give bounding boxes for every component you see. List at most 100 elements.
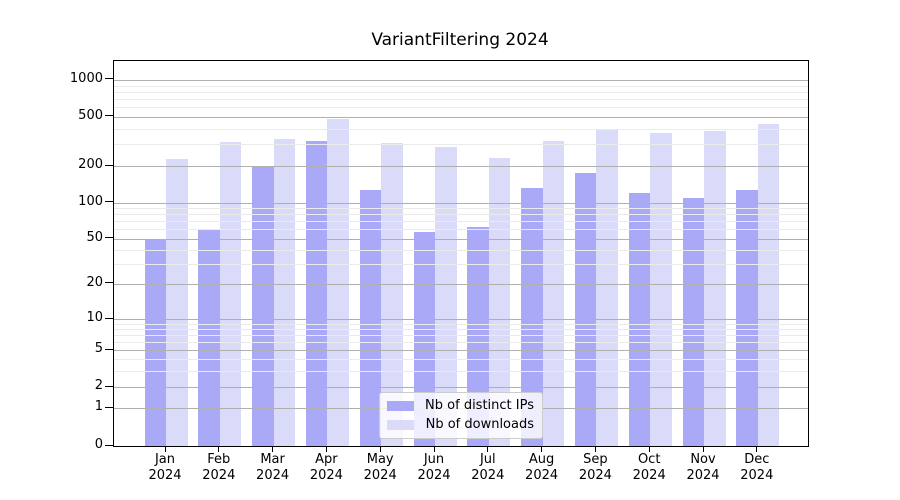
y-tick-mark-20 <box>105 282 113 284</box>
y-tick-mark-0 <box>105 444 113 446</box>
legend-swatch-downloads <box>387 420 414 430</box>
minor-gridline-7 <box>114 335 808 337</box>
x-tick-label-jun: Jun 2024 <box>417 452 451 483</box>
x-tick-label-apr: Apr 2024 <box>309 452 343 483</box>
minor-gridline-8 <box>114 329 808 331</box>
bar-downloads-aug <box>542 141 565 446</box>
x-tick-mark-mar <box>272 446 274 452</box>
y-tick-mark-5 <box>105 348 113 350</box>
y-tick-label-5: 5 <box>94 341 103 357</box>
x-tick-mark-jul <box>487 446 489 452</box>
legend-label-downloads: Nb of downloads <box>425 417 534 432</box>
y-tick-label-500: 500 <box>78 107 103 123</box>
minor-gridline-30 <box>114 264 808 265</box>
bar-distinct-ips-aug <box>521 188 543 446</box>
minor-gridline-800 <box>114 91 808 93</box>
y-tick-label-1: 1 <box>94 399 103 415</box>
x-tick-mark-apr <box>325 446 327 452</box>
major-gridline-2 <box>114 387 808 389</box>
x-tick-label-feb: Feb 2024 <box>202 452 236 483</box>
y-tick-label-2: 2 <box>94 378 103 394</box>
y-tick-mark-1000 <box>105 78 113 80</box>
bar-downloads-jan <box>166 159 188 446</box>
major-gridline-5 <box>114 350 808 352</box>
minor-gridline-9 <box>114 324 808 325</box>
minor-gridline-90 <box>114 208 808 210</box>
y-tick-mark-500 <box>105 115 113 117</box>
major-gridline-100 <box>114 202 808 204</box>
plot-area: Nb of distinct IPs Nb of downloads <box>113 60 809 447</box>
x-tick-label-jan: Jan 2024 <box>148 452 182 483</box>
y-tick-label-100: 100 <box>78 193 103 209</box>
legend-label-distinct-ips: Nb of distinct IPs <box>425 398 534 413</box>
y-tick-label-1000: 1000 <box>69 70 103 86</box>
x-tick-label-oct: Oct 2024 <box>632 452 666 483</box>
x-tick-label-sep: Sep 2024 <box>578 452 612 483</box>
chart-title: VariantFiltering 2024 <box>371 30 549 50</box>
y-tick-label-0: 0 <box>94 437 103 452</box>
legend-entry-distinct-ips: Nb of distinct IPs <box>380 398 542 414</box>
bar-distinct-ips-nov <box>682 197 704 446</box>
bar-downloads-nov <box>704 130 726 446</box>
minor-gridline-300 <box>114 144 808 146</box>
y-tick-mark-100 <box>105 201 113 203</box>
legend: Nb of distinct IPs Nb of downloads <box>379 392 543 439</box>
bar-downloads-oct <box>650 133 672 446</box>
legend-entry-downloads: Nb of downloads <box>380 417 542 433</box>
bar-distinct-ips-apr <box>305 141 328 446</box>
x-tick-mark-aug <box>541 446 543 452</box>
bar-distinct-ips-sep <box>574 173 597 446</box>
x-tick-mark-feb <box>218 446 220 452</box>
minor-gridline-80 <box>114 214 808 216</box>
x-tick-label-mar: Mar 2024 <box>256 452 290 483</box>
bar-distinct-ips-dec <box>736 189 758 446</box>
y-tick-label-10: 10 <box>86 310 103 326</box>
y-tick-label-50: 50 <box>86 229 103 245</box>
y-tick-mark-2 <box>105 385 113 387</box>
major-gridline-500 <box>114 116 808 118</box>
minor-gridline-400 <box>114 128 808 130</box>
minor-gridline-600 <box>114 107 808 109</box>
x-tick-mark-oct <box>648 446 650 452</box>
bar-distinct-ips-mar <box>252 166 274 446</box>
minor-gridline-3 <box>114 370 808 372</box>
x-tick-mark-jan <box>164 446 166 452</box>
x-tick-label-aug: Aug 2024 <box>525 452 559 483</box>
x-tick-mark-sep <box>594 446 596 452</box>
x-tick-mark-jun <box>433 446 435 452</box>
y-tick-mark-50 <box>105 237 113 239</box>
minor-gridline-900 <box>114 85 808 87</box>
major-gridline-200 <box>114 166 808 168</box>
y-tick-mark-1 <box>105 406 113 408</box>
bar-downloads-feb <box>219 141 242 446</box>
minor-gridline-40 <box>114 249 808 251</box>
bar-distinct-ips-feb <box>198 228 220 446</box>
x-tick-label-nov: Nov 2024 <box>686 452 720 483</box>
minor-gridline-4 <box>114 359 808 361</box>
legend-swatch-distinct-ips <box>387 401 414 411</box>
x-tick-mark-nov <box>702 446 704 452</box>
minor-gridline-700 <box>114 98 808 100</box>
minor-gridline-60 <box>114 229 808 231</box>
minor-gridline-70 <box>114 221 808 223</box>
major-gridline-1000 <box>114 79 808 81</box>
minor-gridline-6 <box>114 342 808 343</box>
x-tick-mark-dec <box>756 446 758 452</box>
x-tick-label-jul: Jul 2024 <box>471 452 505 483</box>
y-tick-label-20: 20 <box>86 274 103 290</box>
bar-downloads-sep <box>596 129 618 446</box>
y-tick-label-200: 200 <box>78 157 103 173</box>
bar-downloads-may <box>381 143 403 446</box>
bar-distinct-ips-jul <box>467 226 489 446</box>
bar-downloads-mar <box>273 139 296 446</box>
x-tick-mark-may <box>379 446 381 452</box>
bar-downloads-apr <box>327 119 349 446</box>
bar-distinct-ips-may <box>359 190 382 446</box>
major-gridline-10 <box>114 319 808 321</box>
x-tick-label-dec: Dec 2024 <box>740 452 774 483</box>
major-gridline-50 <box>114 238 808 240</box>
y-tick-mark-10 <box>105 317 113 319</box>
y-tick-mark-200 <box>105 164 113 166</box>
x-tick-label-may: May 2024 <box>363 452 397 483</box>
